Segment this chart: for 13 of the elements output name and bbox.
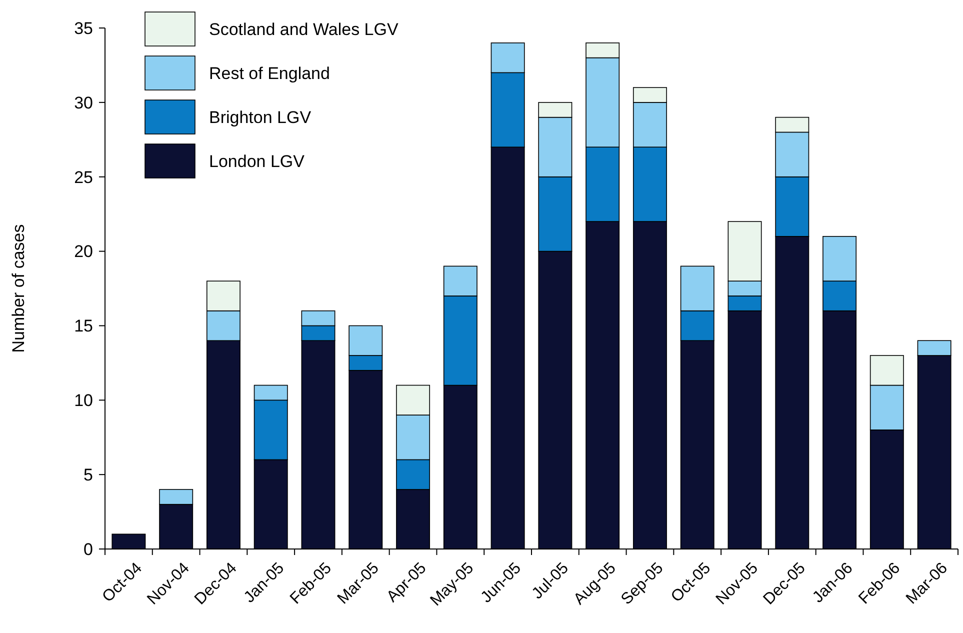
y-tick-label: 15	[74, 316, 93, 336]
y-tick-label: 25	[74, 168, 93, 187]
y-tick-label: 20	[74, 242, 93, 262]
y-tick-label: 10	[74, 391, 93, 410]
y-tick-label: 5	[84, 466, 93, 485]
legend-label: Brighton LGV	[209, 108, 312, 127]
legend-label: Scotland and Wales LGV	[209, 20, 399, 39]
y-axis-title: Number of cases	[9, 224, 28, 353]
legend-label: Rest of England	[209, 64, 330, 83]
y-tick-label: 30	[74, 93, 93, 112]
y-tick-label: 35	[74, 18, 93, 38]
y-tick-label: 0	[84, 540, 93, 559]
legend-label: London LGV	[209, 152, 306, 171]
